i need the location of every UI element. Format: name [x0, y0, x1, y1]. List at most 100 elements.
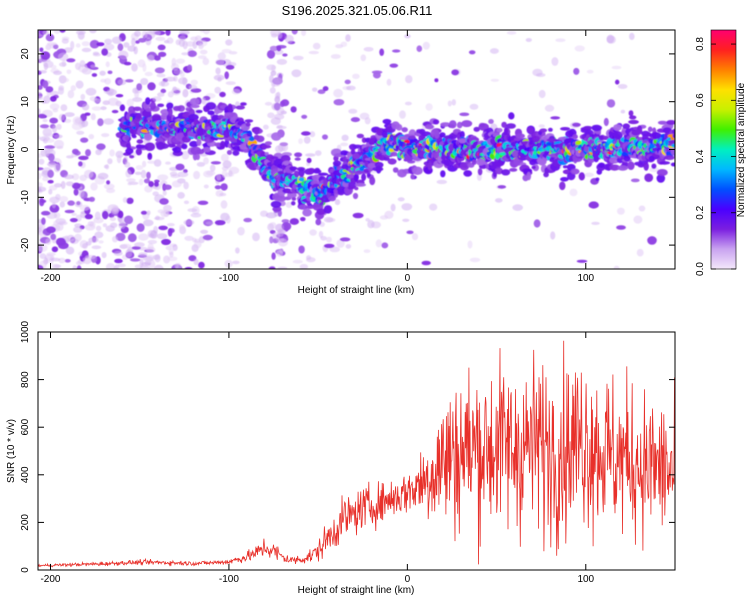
ridge-halo-blob: [504, 127, 508, 135]
snr-x-axis-label: Height of straight line (km): [298, 585, 415, 596]
noise-blob: [42, 80, 49, 89]
ridge-halo-blob: [119, 104, 126, 112]
noise-blob: [309, 131, 316, 138]
noise-blob: [92, 51, 100, 56]
noise-blob: [79, 204, 90, 211]
streak-blob: [270, 30, 282, 37]
streak-blob: [267, 112, 275, 119]
noise-blob: [312, 42, 321, 50]
noise-blob: [365, 218, 371, 222]
colorbar: 0.0 0.2 0.4 0.6 0.8 Normalized spectral ampl…: [695, 29, 747, 276]
ridge-halo-blob: [427, 161, 433, 171]
noise-blob: [43, 95, 51, 104]
noise-blob: [134, 171, 142, 175]
noise-blob: [76, 265, 82, 269]
noise-blob: [90, 113, 96, 121]
noise-blob: [306, 257, 316, 263]
noise-blob: [588, 201, 599, 209]
noise-blob: [301, 114, 308, 119]
ridge-halo-blob: [572, 122, 581, 127]
noise-blob: [153, 264, 164, 269]
snr-line-group: [38, 340, 675, 568]
ridge-halo-blob: [353, 173, 359, 182]
noise-blob: [117, 79, 127, 86]
noise-blob: [147, 160, 157, 164]
noise-blob: [114, 258, 123, 264]
noise-blob: [91, 106, 102, 111]
ridge-halo-blob: [280, 154, 291, 163]
noise-blob: [115, 94, 124, 98]
noise-blob: [237, 226, 245, 236]
ridge-halo-blob: [647, 126, 653, 133]
noise-blob: [93, 217, 104, 224]
noise-blob: [344, 79, 351, 85]
spectrogram-y-axis-label: Frequency (Hz): [6, 116, 17, 185]
ridge-halo-blob: [205, 102, 217, 110]
ridge-halo-blob: [195, 109, 203, 114]
noise-blob: [221, 169, 228, 178]
noise-blob: [308, 50, 319, 55]
noise-blob: [333, 88, 343, 98]
ridge-halo-blob: [408, 135, 416, 140]
ridge-halo-blob: [461, 120, 473, 128]
ridge-halo-blob: [509, 168, 518, 172]
ridge-halo-blob: [381, 130, 389, 139]
noise-blob: [47, 160, 57, 168]
noise-blob: [40, 199, 47, 203]
ridge-halo-blob: [181, 143, 188, 150]
noise-blob: [126, 197, 134, 204]
ridge-halo-blob: [232, 150, 240, 156]
noise-blob: [88, 134, 95, 140]
noise-blob: [124, 215, 134, 225]
noise-blob: [178, 35, 187, 41]
ridge-halo-blob: [196, 138, 202, 146]
noise-blob: [50, 233, 57, 240]
colorbar-tick-label: 0.8: [695, 37, 706, 51]
noise-blob: [185, 41, 196, 47]
noise-blob: [172, 244, 178, 252]
noise-blob: [532, 68, 543, 77]
noise-blob: [335, 44, 344, 49]
noise-blob: [163, 204, 172, 212]
y-tick-label: 200: [20, 514, 31, 531]
ridge-halo-blob: [276, 197, 286, 202]
noise-blob: [41, 210, 51, 216]
ridge-halo-blob: [392, 167, 399, 173]
noise-blob: [76, 30, 86, 35]
ridge-halo-blob: [479, 164, 488, 169]
noise-blob: [533, 219, 541, 228]
noise-blob: [146, 210, 151, 216]
ridge-halo-blob: [602, 135, 610, 141]
noise-blob: [315, 150, 322, 157]
noise-blob: [263, 124, 269, 130]
ridge-halo-blob: [666, 120, 675, 125]
streak-blob: [276, 45, 282, 52]
streak-blob: [279, 142, 288, 147]
x-tick-label: -200: [40, 273, 60, 284]
ridge-halo-blob: [207, 110, 215, 116]
noise-blob: [99, 70, 106, 76]
noise-blob: [447, 100, 452, 107]
noise-blob: [350, 117, 360, 123]
noise-blob: [220, 183, 228, 191]
ridge-halo-blob: [617, 165, 629, 171]
x-tick-label: 0: [405, 273, 411, 284]
noise-blob: [75, 43, 81, 48]
ridge-halo-blob: [408, 129, 417, 138]
noise-blob: [301, 30, 307, 36]
ridge-halo-blob: [424, 124, 434, 130]
ridge-halo-blob: [261, 144, 272, 149]
noise-blob: [202, 234, 213, 241]
noise-blob: [285, 201, 293, 208]
noise-blob: [231, 88, 241, 95]
noise-blob: [49, 117, 58, 124]
noise-blob: [106, 180, 111, 185]
noise-blob: [134, 242, 145, 248]
noise-blob: [42, 176, 49, 182]
noise-blob: [345, 34, 351, 42]
noise-blob: [72, 265, 77, 269]
ridge-halo-blob: [355, 183, 366, 187]
noise-blob: [69, 238, 79, 245]
colorbar-gradient: [710, 29, 737, 270]
